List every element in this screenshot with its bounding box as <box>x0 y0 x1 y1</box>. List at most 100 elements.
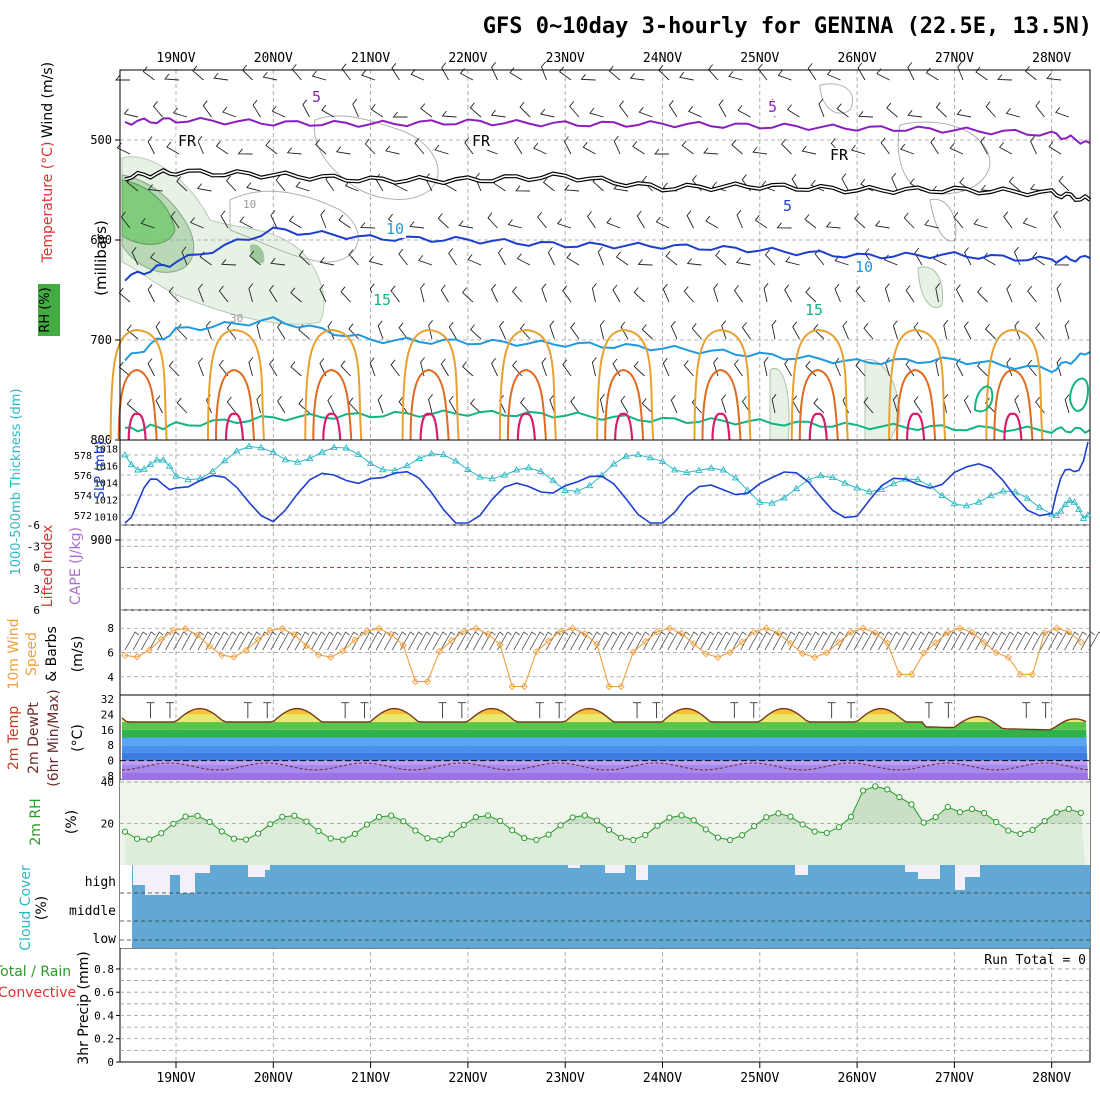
wind-barb <box>884 283 890 303</box>
contour-green <box>973 385 994 413</box>
wind-barb <box>776 222 792 229</box>
contour-red <box>711 412 731 441</box>
wind10-barb <box>448 631 464 651</box>
thickness-marker <box>1070 498 1079 505</box>
wind-barb <box>913 322 923 340</box>
rh-marker <box>533 836 540 843</box>
thickness-marker <box>683 468 691 475</box>
wind-barb <box>963 395 972 414</box>
wind10-marker <box>762 624 770 632</box>
isotherm-label: FR <box>830 146 849 164</box>
wind-barb <box>892 394 898 414</box>
wind-barb <box>1048 141 1062 155</box>
wind-barb <box>533 142 547 155</box>
cloud-gap <box>180 865 195 893</box>
freezing-line-inner <box>124 169 1091 201</box>
label-10m-wind: 10m Wind <box>6 618 22 689</box>
wind-barb <box>340 360 351 377</box>
wind-barb <box>620 321 629 340</box>
wind-barb <box>246 182 261 192</box>
wind-barb <box>813 324 825 340</box>
rh-marker <box>726 836 734 844</box>
label-cloud-unit: (%) <box>34 896 50 920</box>
wind-barb <box>591 283 597 303</box>
wind-barb <box>637 259 653 266</box>
rh-marker <box>448 831 455 838</box>
wind-barb <box>248 357 254 377</box>
wind10-barb <box>157 631 172 651</box>
wind10-marker <box>242 646 250 655</box>
label-bg <box>310 90 323 106</box>
isotherm-label: 15 <box>373 291 391 309</box>
wind10-barb <box>497 631 512 651</box>
wind-barb <box>126 324 139 340</box>
temp-band <box>122 714 1088 723</box>
wind10-barb <box>594 631 610 651</box>
rh-marker <box>739 832 746 839</box>
wind-barb <box>152 101 163 118</box>
thickness-marker <box>146 460 155 467</box>
minmax-whisker <box>263 702 272 719</box>
thickness-marker <box>133 466 142 473</box>
wind-barb <box>957 61 964 81</box>
wind10-barb <box>918 631 934 651</box>
rh-marker <box>775 810 782 817</box>
wind-barb <box>1030 136 1037 155</box>
wind-barb <box>369 357 376 377</box>
wind-barb <box>683 286 694 303</box>
wind-barb <box>265 140 278 155</box>
temp-tick-label: 8 <box>107 739 114 752</box>
temp-band <box>122 752 1088 761</box>
thickness-marker <box>121 451 129 458</box>
wind10-barb <box>805 631 820 651</box>
wind-barb <box>686 258 702 266</box>
wind10-marker <box>665 624 674 632</box>
wind-barb <box>930 137 939 155</box>
wind-barb <box>842 320 849 340</box>
wind10-marker <box>314 651 323 659</box>
wind-barb <box>469 324 482 340</box>
precip-tick-label: 0.2 <box>94 1033 114 1046</box>
thickness-marker <box>378 465 387 473</box>
wind-barb <box>559 66 572 81</box>
wind-barb <box>147 136 155 155</box>
contour-red <box>516 412 536 441</box>
precip-tick-label: 0.8 <box>94 963 114 976</box>
minmax-whisker <box>652 702 661 719</box>
temp-band <box>122 737 1088 746</box>
label-precip: 3hr Precip (mm) <box>76 951 92 1064</box>
wind10-barb <box>1039 631 1055 651</box>
wind-barb <box>215 140 229 155</box>
minmax-whisker <box>749 702 758 719</box>
wind-barb <box>499 321 506 340</box>
thickness-marker <box>354 450 363 457</box>
rh-marker <box>351 830 358 838</box>
wind10-marker <box>181 625 190 633</box>
wind-barb <box>735 257 751 266</box>
wind10-barb <box>902 631 917 651</box>
date-top-28NOV: 28NOV <box>1032 51 1071 66</box>
wind-barb <box>262 71 278 81</box>
wind10-barb <box>926 631 942 651</box>
wind-barb <box>1032 251 1045 266</box>
wind10-marker <box>157 635 165 643</box>
wind-barb <box>222 106 237 118</box>
wind-barb <box>515 185 531 192</box>
rh-marker <box>581 812 588 819</box>
wind-barb <box>239 216 253 229</box>
wind-barb <box>564 184 580 192</box>
contour-orange <box>207 328 265 441</box>
wind-barb <box>985 101 996 118</box>
thickness-marker <box>305 454 314 462</box>
wind-barb <box>913 396 923 414</box>
contour-red <box>906 412 926 441</box>
wind10-marker <box>774 629 783 637</box>
wind10-barb <box>351 631 367 651</box>
wind-barb <box>220 210 229 229</box>
minmax-whisker <box>555 702 564 719</box>
wind-barb <box>428 394 433 414</box>
thickness-marker <box>756 498 764 505</box>
contour-dark <box>896 368 937 441</box>
rh-marker <box>339 836 346 843</box>
wind10-marker <box>435 647 444 655</box>
